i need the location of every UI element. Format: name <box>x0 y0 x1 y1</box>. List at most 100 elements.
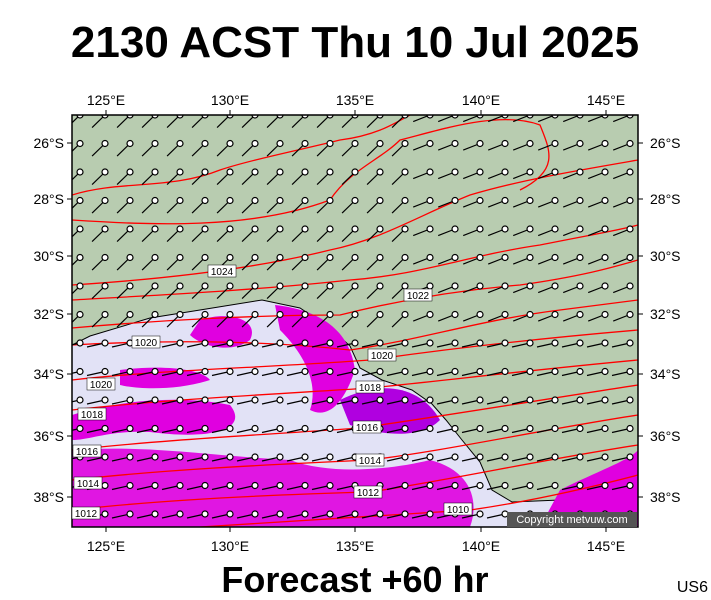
barb-station <box>226 310 234 319</box>
barb-station <box>576 196 584 205</box>
barb-station <box>501 367 509 376</box>
barb-station <box>76 310 84 319</box>
barb-station <box>301 168 309 176</box>
barb-station <box>626 139 634 148</box>
barb-station <box>426 510 434 518</box>
barb-station <box>101 510 109 518</box>
barb-station <box>176 310 184 319</box>
title: 2130 ACST Thu 10 Jul 2025 <box>71 18 639 67</box>
barb-station <box>501 282 509 290</box>
barb-station <box>451 481 459 490</box>
barb-station <box>326 424 334 433</box>
barb-station <box>476 339 484 347</box>
barb-station <box>601 310 609 319</box>
barb-station <box>76 225 84 233</box>
barb-station <box>126 453 134 461</box>
barb-station <box>626 196 634 205</box>
barb-station <box>276 310 284 319</box>
barb-station <box>201 424 209 433</box>
barb-station <box>451 396 459 404</box>
barb-station <box>576 481 584 490</box>
barb-station <box>526 282 534 290</box>
barb-station <box>101 139 109 148</box>
barb-station <box>551 196 559 205</box>
barb-station <box>501 196 509 205</box>
barb-station <box>176 510 184 518</box>
barb-station <box>426 225 434 233</box>
barb-station <box>251 253 259 262</box>
barb-station <box>526 253 534 262</box>
barb-station <box>501 339 509 347</box>
lat-label: 32°S <box>33 306 64 322</box>
barb-station <box>301 481 309 490</box>
barb-station <box>576 367 584 376</box>
barb-station <box>451 225 459 233</box>
barb-station <box>576 424 584 433</box>
barb-station <box>76 339 84 347</box>
lat-label: 34°S <box>650 366 681 382</box>
isobar-labels: 1024 1022 1020 1020 1020 1018 1018 1016 1016 1014… <box>71 264 473 520</box>
isobar-label-box <box>207 264 237 278</box>
lon-label: 130°E <box>211 538 249 554</box>
barb-station <box>601 453 609 461</box>
barb-station <box>551 282 559 290</box>
lat-label: 26°S <box>650 135 681 151</box>
barb-station <box>276 168 284 176</box>
barb-station <box>101 282 109 290</box>
barb-station <box>401 310 409 319</box>
barb-station <box>251 424 259 433</box>
barb-station <box>551 139 559 148</box>
lat-label: 38°S <box>650 489 681 505</box>
isobar-label-box <box>355 453 385 467</box>
barb-station <box>326 453 334 461</box>
barb-station <box>201 481 209 490</box>
barb-station <box>151 225 159 233</box>
barb-station <box>76 196 84 205</box>
barb-station <box>426 168 434 176</box>
barb-station <box>76 139 84 148</box>
isobar-label: 1018 <box>81 410 104 421</box>
barb-station <box>126 168 134 176</box>
barb-station <box>201 367 209 376</box>
barb-station <box>251 367 259 376</box>
barb-station <box>551 367 559 376</box>
isobar-label: 1024 <box>211 267 234 278</box>
barb-station <box>76 424 84 433</box>
barb-station <box>176 481 184 490</box>
barb-station <box>401 424 409 433</box>
barb-station <box>101 424 109 433</box>
barb-station <box>226 196 234 205</box>
barb-station <box>126 424 134 433</box>
barb-station <box>451 310 459 319</box>
isobar-label: 1020 <box>90 380 113 391</box>
barb-station <box>301 339 309 347</box>
barb-station <box>276 510 284 518</box>
barb-station <box>551 168 559 176</box>
barb-station <box>551 481 559 490</box>
forecast-label: Forecast +60 hr <box>221 559 488 600</box>
barb-station <box>126 139 134 148</box>
lon-label: 130°E <box>211 92 249 108</box>
barb-station <box>401 225 409 233</box>
barb-station <box>401 282 409 290</box>
barb-station <box>326 196 334 205</box>
barb-station <box>626 367 634 376</box>
barb-station <box>401 339 409 347</box>
barb-station <box>176 225 184 233</box>
isobar-label-box <box>77 407 107 421</box>
barb-station <box>276 453 284 461</box>
barb-station <box>76 367 84 376</box>
barb-station <box>476 396 484 404</box>
barb-station <box>201 282 209 290</box>
barb-station <box>626 168 634 176</box>
lat-label: 28°S <box>33 191 64 207</box>
barb-station <box>251 282 259 290</box>
barb-station <box>526 310 534 319</box>
barb-station <box>401 510 409 518</box>
barb-station <box>501 453 509 461</box>
isobar-label-box <box>352 420 382 434</box>
barb-station <box>501 396 509 404</box>
barb-station <box>351 396 359 404</box>
barb-station <box>501 225 509 233</box>
barb-station <box>551 396 559 404</box>
